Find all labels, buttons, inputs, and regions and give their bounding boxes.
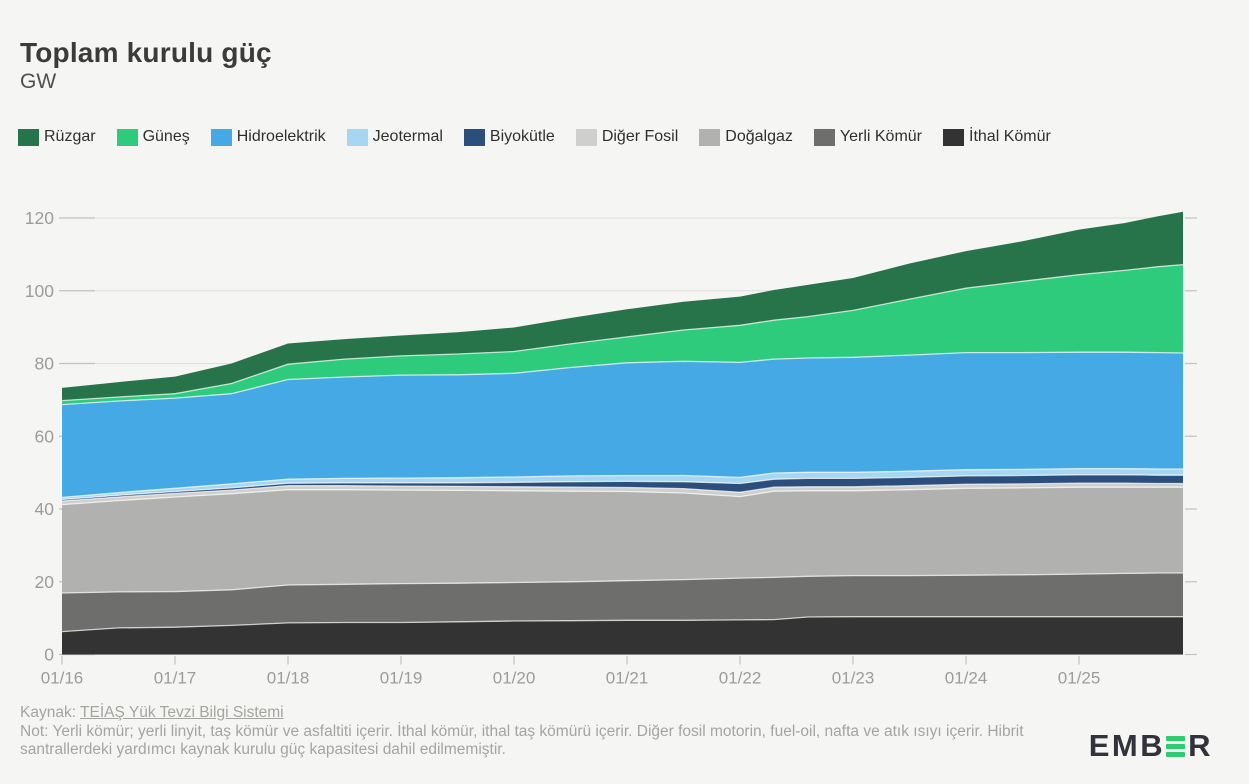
legend-swatch [699, 128, 721, 146]
legend-swatch [463, 128, 485, 146]
source-line: Kaynak: TEİAŞ Yük Tevzi Bilgi Sistemi [20, 704, 1030, 723]
area-layer-diger-fosil [62, 483, 1183, 505]
y-axis-label: 120 [25, 208, 54, 228]
area-layer-hidroelektrik [62, 352, 1183, 498]
legend-item-label: Doğalgaz [725, 128, 793, 145]
area-layer-dogalgaz [62, 487, 1183, 593]
unit-label: GW [20, 70, 57, 93]
legend-item-label: Rüzgar [44, 128, 96, 145]
legend-item-dogalgaz[interactable]: Doğalgaz [699, 128, 793, 146]
legend-item-hidroelektrik[interactable]: Hidroelektrik [210, 128, 326, 146]
layer-separator [61, 474, 1183, 501]
x-axis-label: 01/25 [1058, 669, 1101, 688]
page-title: Toplam kurulu güç [20, 36, 272, 68]
y-axis-label: 100 [25, 281, 54, 301]
area-layer-jeotermal [62, 468, 1183, 500]
area-layer-biyokutle [62, 474, 1183, 501]
legend-swatch [116, 128, 138, 146]
chart-plot-area[interactable] [62, 208, 1183, 655]
legend-item-ithal-komur[interactable]: İthal Kömür [943, 128, 1051, 146]
legend: Rüzgar Güneş Hidroelektrik Jeotermal Biyoküt… [18, 128, 1051, 146]
y-axis-label: 20 [35, 572, 55, 592]
layer-separator [61, 616, 1183, 633]
y-axis-label: 60 [35, 426, 55, 446]
layer-separator [61, 486, 1183, 506]
legend-swatch [813, 128, 835, 146]
y-axis-label: 0 [44, 645, 54, 665]
area-layer-yerli-komur [62, 573, 1183, 632]
footer: Kaynak: TEİAŞ Yük Tevzi Bilgi Sistemi No… [20, 704, 1030, 760]
x-axis-label: 01/21 [606, 669, 649, 688]
x-axis-label: 01/17 [154, 669, 197, 688]
legend-swatch [210, 128, 232, 146]
layer-separator [61, 351, 1184, 406]
legend-swatch [18, 128, 39, 146]
logo-text-suffix: R [1188, 728, 1213, 763]
legend-item-biyokutle[interactable]: Biyokütle [463, 128, 555, 146]
legend-swatch [575, 128, 597, 146]
legend-item-label: İthal Kömür [969, 128, 1051, 145]
legend-item-label: Güneş [142, 128, 190, 145]
x-axis-label: 01/24 [945, 669, 988, 688]
logo-text-prefix: EMB [1088, 728, 1166, 763]
layer-separator [61, 263, 1184, 402]
area-layer-ithal-komur [62, 616, 1183, 655]
layer-separator [61, 572, 1183, 594]
source-label: Kaynak: [20, 704, 81, 721]
x-axis-label: 01/22 [719, 669, 762, 688]
legend-item-jeotermal[interactable]: Jeotermal [346, 128, 443, 146]
legend-item-yerli-komur[interactable]: Yerli Kömür [813, 128, 922, 146]
x-axis-label: 01/20 [493, 669, 536, 688]
area-layer-gunes [62, 264, 1183, 405]
legend-item-label: Hidroelektrik [236, 128, 326, 145]
legend-item-gunes[interactable]: Güneş [116, 128, 190, 146]
x-axis-label: 01/16 [41, 669, 84, 688]
x-axis-label: 01/18 [267, 669, 310, 688]
x-axis-label: 01/19 [380, 669, 423, 688]
ember-logo: EMB R [1089, 728, 1213, 764]
legend-item-label: Yerli Kömür [839, 128, 922, 145]
legend-item-label: Jeotermal [372, 128, 443, 145]
layer-separator [61, 482, 1183, 502]
legend-item-label: Diğer Fosil [601, 128, 679, 145]
legend-swatch [346, 128, 368, 146]
legend-item-label: Biyokütle [489, 128, 555, 145]
legend-item-ruzgar[interactable]: Rüzgar [18, 128, 96, 146]
layer-separator [61, 467, 1183, 499]
note-text: Not: Yerli kömür; yerli linyit, taş kömü… [20, 722, 1024, 759]
source-link[interactable]: TEİAŞ Yük Tevzi Bilgi Sistemi [80, 704, 284, 721]
y-axis-label: 80 [35, 354, 55, 374]
area-layer-ruzgar [62, 211, 1183, 401]
x-axis-label: 01/23 [832, 669, 875, 688]
legend-item-diger-fosil[interactable]: Diğer Fosil [575, 128, 679, 146]
legend-swatch [943, 128, 964, 146]
logo-e-bars-icon [1166, 735, 1186, 757]
y-axis-label: 40 [35, 499, 55, 519]
